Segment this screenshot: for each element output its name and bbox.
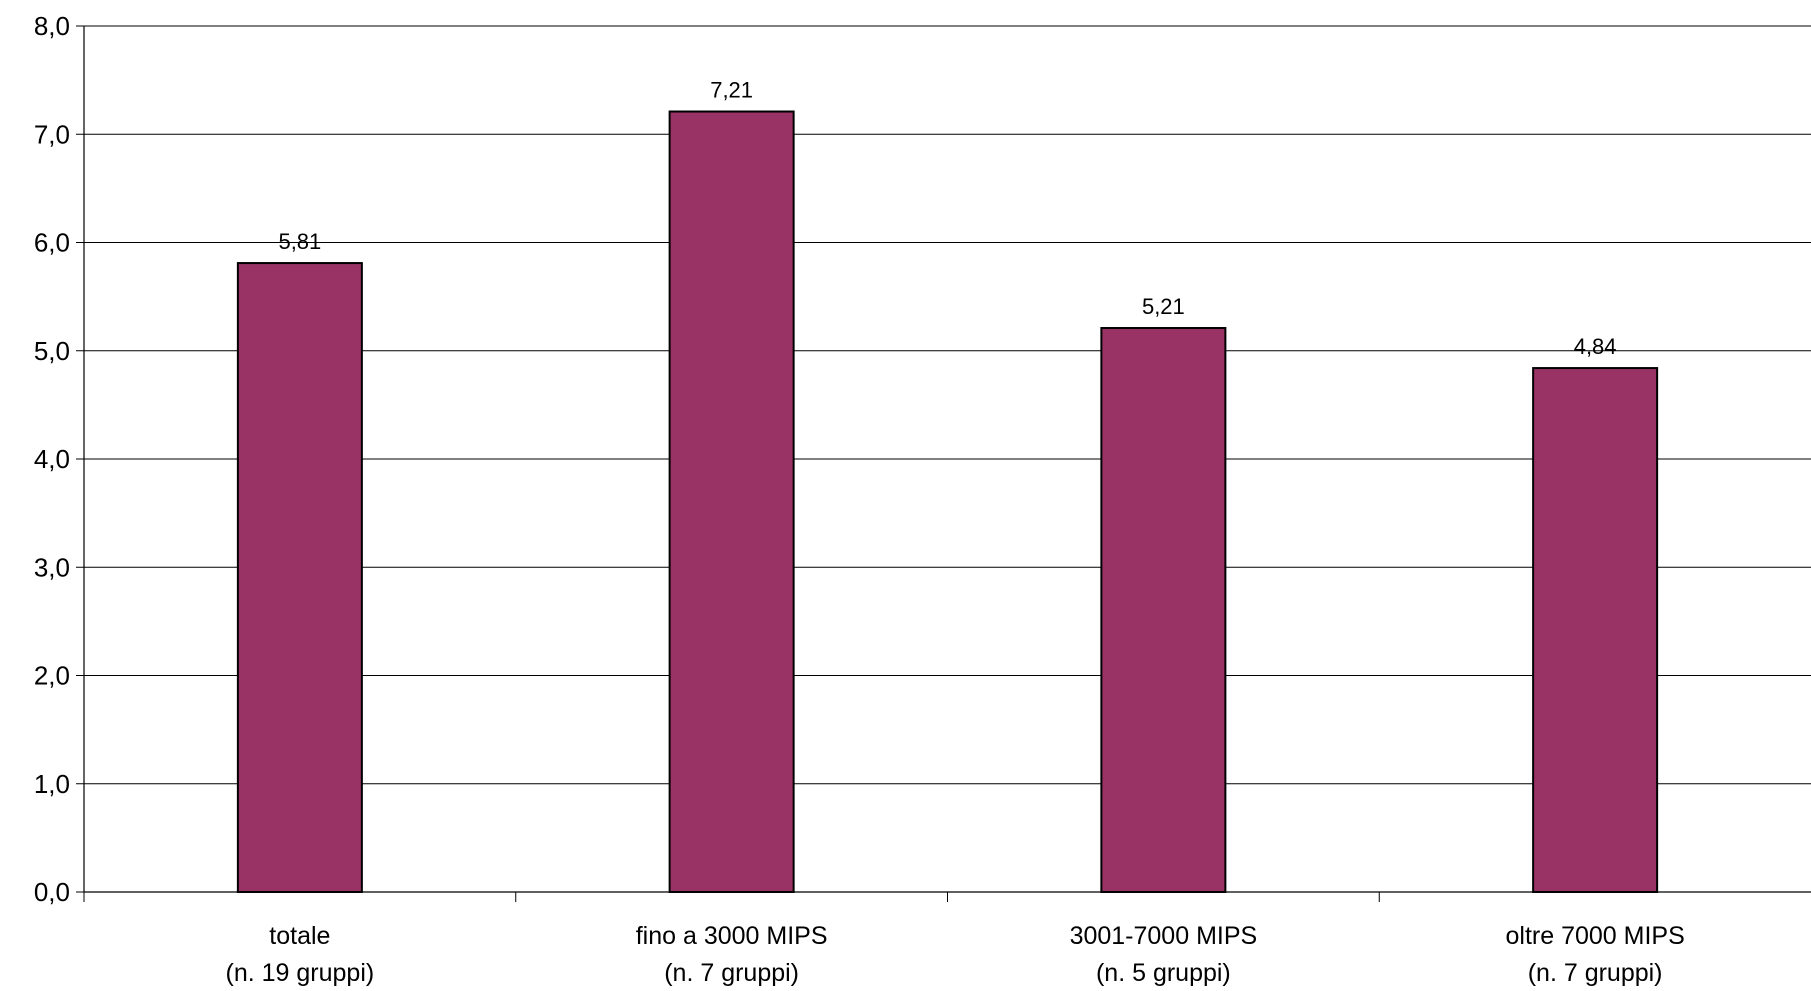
y-tick-label: 8,0: [34, 11, 70, 41]
data-label: 5,81: [278, 229, 321, 254]
bar: [1100, 327, 1227, 893]
data-labels: 5,81 7,21 5,21 4,84: [278, 78, 1616, 360]
x-category-label: 3001-7000 MIPS: [1070, 922, 1258, 950]
data-label: 4,84: [1574, 334, 1617, 359]
bars: [236, 110, 1659, 893]
bar: [668, 110, 795, 893]
y-tick-label: 4,0: [34, 444, 70, 474]
y-tick-label: 3,0: [34, 552, 70, 582]
data-label: 7,21: [710, 78, 753, 103]
x-category-label: totale: [269, 922, 330, 950]
axes: [76, 25, 1811, 902]
y-tick-label: 5,0: [34, 336, 70, 366]
x-category-label: (n. 7 gruppi): [1528, 959, 1663, 987]
gridlines: [84, 25, 1811, 785]
x-category-label: (n. 5 gruppi): [1096, 959, 1231, 987]
bar: [1532, 367, 1659, 893]
y-tick-label: 2,0: [34, 661, 70, 691]
y-tick-label: 6,0: [34, 228, 70, 258]
x-category-label: fino a 3000 MIPS: [636, 922, 828, 950]
y-tick-labels: 0,0 1,0 2,0 3,0 4,0 5,0 6,0 7,0 8,0: [34, 11, 70, 907]
y-tick-label: 0,0: [34, 877, 70, 907]
y-tick-label: 7,0: [34, 119, 70, 149]
x-category-label: (n. 7 gruppi): [664, 959, 799, 987]
y-tick-label: 1,0: [34, 769, 70, 799]
x-category-label: (n. 19 gruppi): [226, 959, 375, 987]
x-category-label: oltre 7000 MIPS: [1505, 922, 1684, 950]
x-category-labels: totale (n. 19 gruppi) fino a 3000 MIPS (n. …: [226, 922, 1685, 987]
data-label: 5,21: [1142, 294, 1185, 319]
bar: [236, 262, 363, 893]
